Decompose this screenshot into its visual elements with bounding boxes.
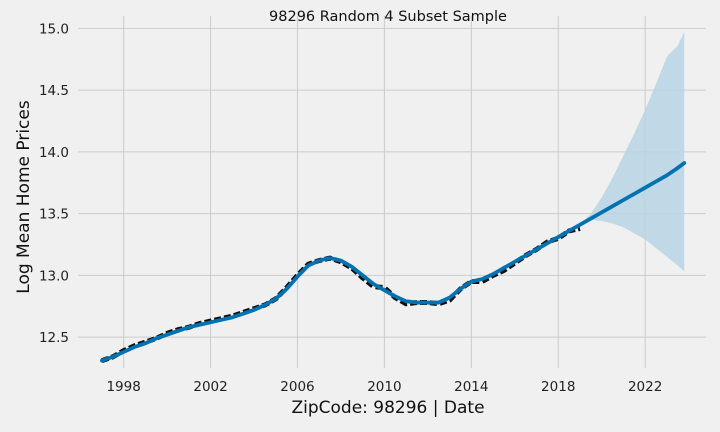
x-tick-label: 2002 [193, 379, 227, 395]
x-tick-label: 2018 [541, 379, 575, 395]
y-tick-label: 13.5 [39, 207, 69, 223]
y-tick-label: 12.5 [39, 330, 69, 346]
x-tick-label: 1998 [106, 379, 140, 395]
forecast-series-line [100, 161, 687, 363]
y-tick-labels: 12.5 13.0 13.5 14.0 14.5 15.0 [39, 21, 69, 346]
series-lines [100, 161, 687, 363]
x-tick-label: 2022 [628, 379, 662, 395]
observed-series-line [101, 225, 581, 363]
x-tick-labels: 1998 2002 2006 2010 2014 2018 2022 [106, 379, 662, 395]
x-tick-label: 2006 [280, 379, 314, 395]
y-tick-label: 13.0 [39, 268, 69, 284]
y-tick-label: 14.5 [39, 83, 69, 99]
x-tick-label: 2014 [454, 379, 488, 395]
y-tick-label: 14.0 [39, 145, 69, 161]
x-axis-label: ZipCode: 98296 | Date [291, 398, 484, 418]
y-tick-label: 15.0 [39, 21, 69, 37]
x-tick-label: 2010 [367, 379, 401, 395]
y-axis-label: Log Mean Home Prices [14, 100, 34, 294]
chart-title: 98296 Random 4 Subset Sample [269, 9, 507, 25]
